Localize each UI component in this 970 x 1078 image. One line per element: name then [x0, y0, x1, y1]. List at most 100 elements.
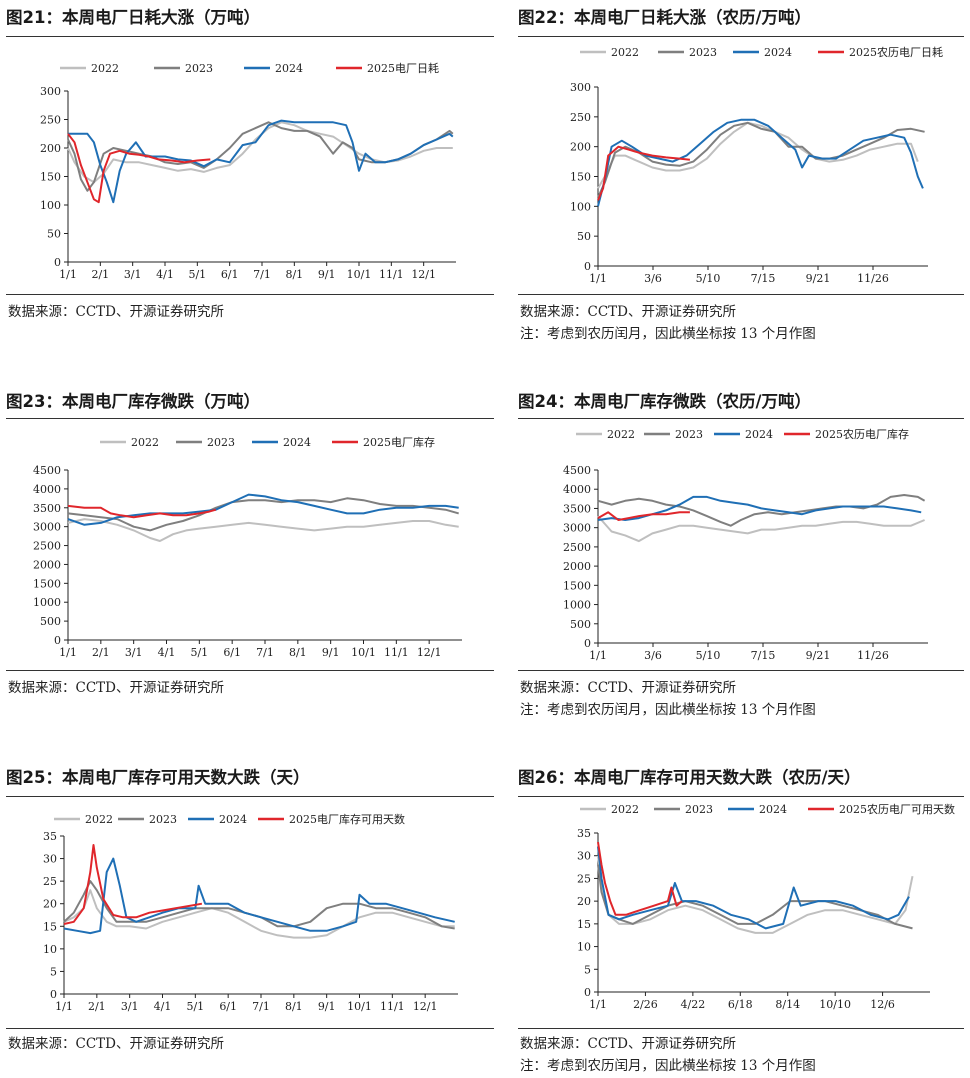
series-line-2	[597, 494, 926, 527]
x-tick-label: 6/1	[223, 646, 241, 659]
series-line-2	[63, 880, 455, 930]
y-tick-label: 2000	[33, 558, 61, 571]
y-tick-label: 150	[570, 171, 591, 184]
legend-label: 2022	[85, 813, 113, 826]
legend-label: 2023	[185, 62, 213, 75]
y-tick-label: 500	[570, 618, 591, 631]
x-tick-label: 3/6	[644, 649, 662, 662]
x-tick-label: 7/1	[252, 1000, 270, 1013]
series-line-4	[597, 145, 691, 201]
x-tick-label: 10/1	[347, 268, 372, 281]
y-tick-label: 25	[577, 872, 591, 885]
legend-label: 2022	[131, 436, 159, 449]
bottom-rule	[518, 294, 964, 295]
x-tick-label: 3/1	[124, 268, 142, 281]
x-tick-label: 2/1	[88, 1000, 106, 1013]
y-tick-label: 2500	[563, 541, 591, 554]
x-tick-label: 10/1	[347, 1000, 372, 1013]
data-source: 数据来源：CCTD、开源证券研究所	[520, 680, 736, 696]
y-tick-label: 20	[577, 895, 591, 908]
bottom-rule	[6, 1028, 494, 1029]
x-tick-label: 7/15	[751, 649, 776, 662]
x-tick-label: 9/1	[318, 268, 336, 281]
x-tick-label: 5/1	[186, 1000, 204, 1013]
legend-label: 2024	[283, 436, 311, 449]
x-tick-label: 9/1	[322, 646, 340, 659]
data-source: 数据来源：CCTD、开源证券研究所	[520, 304, 736, 320]
y-tick-label: 1500	[563, 579, 591, 592]
series-line-2	[67, 497, 459, 532]
legend-label: 2023	[689, 46, 717, 59]
chart-24: 0 500 1000 1500 2000 2500 3000 3500 4000 4500 1/1 3…	[563, 427, 928, 662]
x-tick-label: 12/1	[413, 1000, 438, 1013]
x-tick-label: 3/1	[125, 646, 143, 659]
y-tick-label: 100	[570, 200, 591, 213]
bottom-rule	[518, 1028, 964, 1029]
x-tick-label: 12/6	[870, 998, 895, 1011]
series-line-4	[67, 504, 217, 519]
legend-label: 2025农历电厂库存	[815, 427, 909, 441]
y-tick-label: 3000	[33, 521, 61, 534]
y-tick-label: 4000	[33, 483, 61, 496]
bottom-rule	[518, 670, 964, 671]
x-tick-label: 1/1	[589, 272, 607, 285]
x-tick-label: 1/1	[589, 649, 607, 662]
y-tick-label: 300	[570, 81, 591, 94]
series-line-1	[67, 518, 459, 542]
x-tick-label: 10/1	[351, 646, 376, 659]
chart-23: 0 500 1000 1500 2000 2500 3000 3500 4000 4500 1/1 2…	[33, 435, 462, 659]
y-tick-label: 20	[43, 898, 57, 911]
legend-label: 2023	[149, 813, 177, 826]
series-line-1	[597, 121, 919, 189]
data-source: 数据来源：CCTD、开源证券研究所	[520, 1036, 736, 1052]
chart-title: 图21：本周电厂日耗大涨（万吨）	[6, 8, 260, 27]
y-tick-label: 35	[43, 830, 57, 843]
y-tick-label: 0	[584, 986, 591, 999]
legend-label: 2022	[611, 46, 639, 59]
panel-22: 图22：本周电厂日耗大涨（农历/万吨） 0 50 100 150 200 250 300 1/…	[518, 4, 964, 344]
chart-26: 0 5 10 15 20 25 30 35 1/1 2/26 4/22 6/18 8/14 10/10 12…	[577, 802, 955, 1011]
series-line-1	[597, 855, 914, 934]
series-line-3	[597, 846, 910, 930]
y-tick-label: 2000	[563, 560, 591, 573]
legend-label: 2022	[611, 803, 639, 816]
y-tick-label: 5	[584, 963, 591, 976]
y-tick-label: 15	[43, 920, 57, 933]
series-line-3	[63, 857, 455, 935]
legend-label: 2025农历电厂日耗	[849, 45, 943, 59]
chart-title: 图24：本周电厂库存微跌（农历/万吨）	[518, 392, 811, 411]
x-tick-label: 7/15	[751, 272, 776, 285]
y-tick-label: 0	[584, 260, 591, 273]
data-source: 数据来源：CCTD、开源证券研究所	[8, 304, 224, 320]
x-tick-label: 5/10	[696, 649, 721, 662]
x-tick-label: 2/26	[633, 998, 658, 1011]
panel-23: 图23：本周电厂库存微跌（万吨） 0 500 1000 1500 2000 2500 300…	[6, 388, 494, 718]
y-tick-label: 15	[577, 918, 591, 931]
legend-label: 2024	[759, 803, 787, 816]
y-tick-label: 150	[40, 171, 61, 184]
y-tick-label: 2500	[33, 540, 61, 553]
x-tick-label: 4/1	[158, 646, 176, 659]
x-tick-label: 11/1	[384, 646, 409, 659]
y-tick-label: 1000	[33, 596, 61, 609]
panel-21: 图21：本周电厂日耗大涨（万吨） 0 50 100 150 200 250 300 1/1 2/…	[6, 4, 494, 344]
y-tick-label: 30	[577, 850, 591, 863]
x-tick-label: 9/1	[318, 1000, 336, 1013]
legend-label: 2022	[607, 428, 635, 441]
x-tick-label: 2/1	[92, 646, 110, 659]
y-tick-label: 200	[40, 142, 61, 155]
y-tick-label: 0	[54, 256, 61, 269]
y-tick-label: 4000	[563, 483, 591, 496]
title-rule	[6, 796, 494, 797]
y-tick-label: 10	[577, 941, 591, 954]
y-tick-label: 1000	[563, 599, 591, 612]
title-rule	[518, 796, 964, 797]
chart-title: 图23：本周电厂库存微跌（万吨）	[6, 392, 260, 411]
legend-label: 2025农历电厂可用天数	[839, 802, 955, 816]
panel-25: 图25：本周电厂库存可用天数大跌（天） 0 5 10 15 20 25 30 35 1/1 2/1…	[6, 764, 494, 1074]
x-tick-label: 4/1	[156, 268, 174, 281]
chart-title: 图26：本周电厂库存可用天数大跌（农历/天）	[518, 768, 861, 787]
y-tick-label: 50	[47, 228, 61, 241]
y-tick-label: 0	[54, 634, 61, 647]
y-tick-label: 3000	[563, 522, 591, 535]
